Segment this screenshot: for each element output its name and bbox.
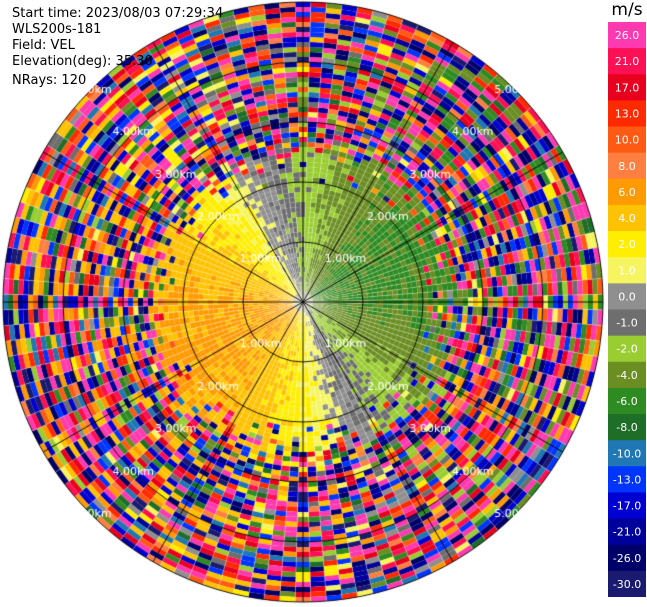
colorbar-swatch — [608, 466, 646, 493]
colorbar-tick-label: -6.0 — [616, 395, 637, 408]
instrument-label: WLS200s-181 — [12, 22, 102, 37]
colorbar-swatch — [608, 204, 646, 232]
colorbar-tick-label: -8.0 — [616, 421, 637, 434]
colorbar-swatch — [608, 152, 646, 180]
colorbar-tick-label: -1.0 — [616, 317, 637, 330]
colorbar-tick-label: 21.0 — [615, 55, 640, 68]
colorbar-tick-label: 2.0 — [618, 238, 636, 251]
colorbar-swatch — [608, 48, 646, 75]
colorbar-swatch — [608, 74, 646, 101]
colorbar-tick-label: 13.0 — [615, 107, 640, 120]
colorbar-tick-label: 26.0 — [615, 29, 640, 42]
colorbar-swatch — [608, 414, 646, 441]
colorbar-swatch — [608, 257, 646, 284]
field-label: Field: VEL — [12, 38, 75, 53]
nrays-label: NRays: 120 — [12, 73, 87, 88]
colorbar-tick-label: -21.0 — [613, 526, 641, 539]
start-time-label: Start time: 2023/08/03 07:29:34 — [12, 6, 224, 21]
ppi-velocity-canvas — [0, 0, 607, 607]
colorbar-swatch — [608, 518, 646, 546]
colorbar-swatch — [608, 440, 646, 467]
colorbar-tick-label: 8.0 — [618, 160, 636, 173]
colorbar-swatch — [608, 309, 646, 337]
colorbar-swatch — [608, 283, 646, 310]
colorbar: 26.0 21.0 17.0 13.0 10.0 8.0 6.0 4.0 2.0 1.0 0.0 -1… — [608, 22, 646, 597]
colorbar-tick-label: 1.0 — [618, 264, 636, 277]
elevation-label: Elevation(deg): 35.30 — [12, 54, 153, 69]
colorbar-tick-label: -13.0 — [613, 473, 641, 486]
colorbar-swatch — [608, 100, 646, 128]
colorbar-swatch — [608, 126, 646, 154]
colorbar-swatch — [608, 22, 646, 49]
colorbar-tick-label: -26.0 — [613, 552, 641, 565]
colorbar-tick-label: -4.0 — [616, 369, 637, 382]
colorbar-swatch — [608, 492, 646, 520]
colorbar-tick-label: 4.0 — [618, 212, 636, 225]
colorbar-swatch — [608, 570, 646, 597]
colorbar-tick-label: 10.0 — [615, 134, 640, 147]
colorbar-unit: m/s — [611, 0, 643, 20]
colorbar-tick-label: -17.0 — [613, 500, 641, 513]
scan-info: Start time: 2023/08/03 07:29:34 WLS200s-… — [12, 6, 223, 89]
colorbar-swatch — [608, 387, 646, 415]
colorbar-swatch — [608, 178, 646, 206]
colorbar-tick-label: -2.0 — [616, 343, 637, 356]
colorbar-swatch — [608, 361, 646, 389]
colorbar-tick-label: 17.0 — [615, 81, 640, 94]
colorbar-tick-label: 6.0 — [618, 186, 636, 199]
colorbar-swatch — [608, 231, 646, 258]
colorbar-tick-label: -10.0 — [613, 447, 641, 460]
colorbar-tick-label: 0.0 — [618, 290, 636, 303]
colorbar-swatch — [608, 335, 646, 363]
colorbar-swatch — [608, 544, 646, 572]
colorbar-tick-label: -30.0 — [613, 578, 641, 591]
